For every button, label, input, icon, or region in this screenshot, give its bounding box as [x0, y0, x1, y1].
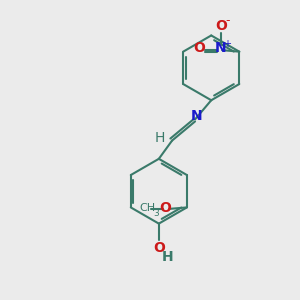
Text: H: H [154, 130, 165, 145]
Text: -: - [226, 14, 230, 27]
Text: H: H [161, 250, 173, 264]
Text: CH: CH [140, 203, 155, 213]
Text: N: N [191, 109, 202, 123]
Text: O: O [215, 19, 227, 33]
Text: 3: 3 [153, 208, 159, 217]
Text: O: O [193, 41, 205, 55]
Text: +: + [223, 39, 231, 49]
Text: O: O [160, 201, 172, 215]
Text: O: O [153, 241, 165, 255]
Text: N: N [215, 41, 226, 55]
